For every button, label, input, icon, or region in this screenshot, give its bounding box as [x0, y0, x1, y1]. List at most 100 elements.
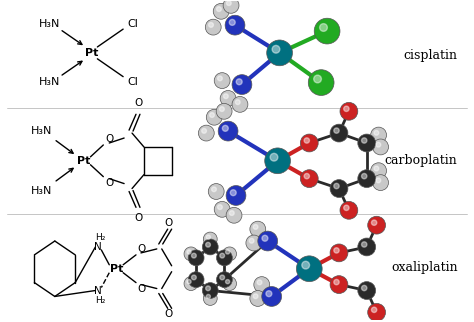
Circle shape	[344, 205, 349, 211]
Circle shape	[184, 247, 198, 261]
Circle shape	[220, 90, 236, 106]
Circle shape	[218, 121, 238, 141]
Circle shape	[296, 256, 322, 282]
Circle shape	[334, 279, 339, 285]
Circle shape	[250, 221, 266, 237]
Circle shape	[232, 97, 248, 112]
Circle shape	[206, 286, 210, 291]
Circle shape	[250, 290, 266, 306]
Circle shape	[187, 250, 191, 254]
Circle shape	[368, 303, 385, 321]
Circle shape	[330, 180, 348, 197]
Text: O: O	[138, 244, 146, 254]
Circle shape	[368, 216, 385, 234]
Text: H₂: H₂	[95, 232, 106, 242]
Circle shape	[214, 201, 230, 217]
Circle shape	[362, 285, 367, 291]
Text: O: O	[105, 178, 113, 188]
Circle shape	[330, 244, 348, 262]
Circle shape	[220, 253, 225, 258]
Circle shape	[340, 102, 358, 120]
Circle shape	[187, 279, 191, 284]
Circle shape	[217, 7, 221, 12]
Circle shape	[373, 175, 389, 191]
Text: N: N	[94, 242, 102, 252]
Circle shape	[253, 294, 258, 298]
Circle shape	[225, 15, 245, 35]
Circle shape	[371, 127, 386, 143]
Circle shape	[220, 275, 225, 280]
Circle shape	[374, 166, 379, 171]
Circle shape	[362, 242, 367, 247]
Circle shape	[362, 174, 367, 179]
Circle shape	[223, 277, 237, 290]
Circle shape	[206, 242, 210, 247]
Circle shape	[230, 190, 236, 196]
Circle shape	[208, 184, 224, 199]
Circle shape	[304, 174, 310, 179]
Circle shape	[229, 19, 235, 25]
Circle shape	[229, 211, 234, 215]
Text: H₃N: H₃N	[39, 19, 61, 29]
Text: H₂: H₂	[95, 296, 106, 305]
Circle shape	[314, 18, 340, 44]
Text: Cl: Cl	[128, 19, 138, 29]
Text: Pt: Pt	[109, 264, 123, 274]
Text: Pt: Pt	[85, 48, 98, 58]
Circle shape	[358, 238, 375, 256]
Circle shape	[218, 76, 222, 81]
Circle shape	[222, 125, 228, 131]
Text: O: O	[105, 134, 113, 144]
Circle shape	[372, 307, 377, 312]
Circle shape	[188, 272, 204, 288]
Circle shape	[217, 272, 232, 288]
Circle shape	[344, 106, 349, 111]
Circle shape	[202, 128, 207, 133]
Text: O: O	[164, 218, 173, 228]
Circle shape	[253, 224, 258, 229]
Circle shape	[205, 19, 221, 35]
Circle shape	[267, 40, 292, 66]
Circle shape	[314, 75, 321, 83]
Circle shape	[199, 125, 214, 141]
Circle shape	[224, 94, 228, 99]
Circle shape	[206, 235, 210, 239]
Circle shape	[216, 103, 232, 119]
Circle shape	[301, 134, 318, 152]
Text: O: O	[138, 284, 146, 294]
Circle shape	[376, 178, 381, 183]
Text: Pt: Pt	[77, 156, 90, 166]
Circle shape	[223, 0, 239, 13]
Circle shape	[334, 248, 339, 253]
Circle shape	[319, 24, 328, 31]
Circle shape	[301, 170, 318, 187]
Circle shape	[254, 277, 270, 292]
Circle shape	[191, 253, 196, 258]
Circle shape	[304, 138, 310, 143]
Text: H₃N: H₃N	[31, 126, 53, 136]
Circle shape	[236, 79, 242, 85]
Circle shape	[219, 107, 224, 111]
Text: carboplatin: carboplatin	[385, 154, 457, 167]
Text: H₃N: H₃N	[39, 77, 61, 87]
Circle shape	[203, 232, 217, 246]
Text: O: O	[135, 213, 143, 223]
Circle shape	[258, 231, 278, 251]
Circle shape	[358, 282, 375, 299]
Circle shape	[376, 142, 381, 147]
Text: cisplatin: cisplatin	[403, 49, 457, 62]
Circle shape	[223, 247, 237, 261]
Circle shape	[227, 1, 231, 5]
Circle shape	[266, 291, 272, 297]
Circle shape	[372, 220, 377, 225]
Circle shape	[232, 75, 252, 94]
Circle shape	[272, 45, 280, 53]
Circle shape	[184, 277, 198, 290]
Circle shape	[226, 250, 230, 254]
Circle shape	[358, 170, 375, 187]
Circle shape	[362, 138, 367, 143]
Circle shape	[249, 238, 254, 243]
Circle shape	[246, 235, 262, 251]
Text: N: N	[94, 286, 102, 296]
Circle shape	[218, 205, 222, 210]
